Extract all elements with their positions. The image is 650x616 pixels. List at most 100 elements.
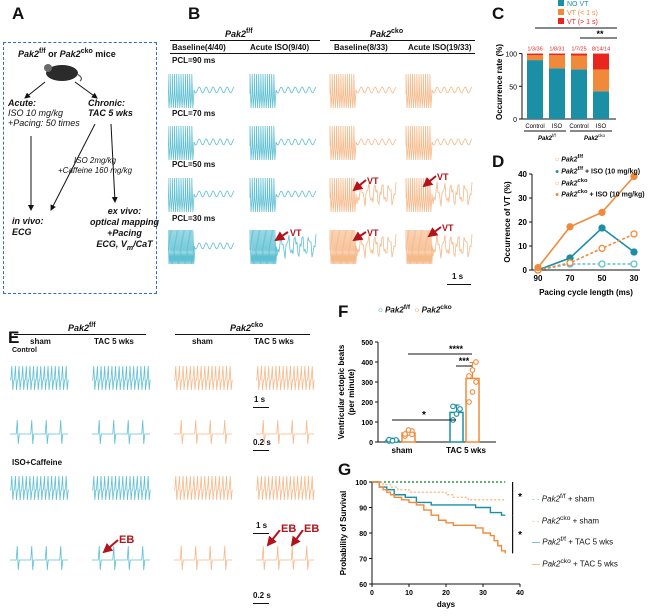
data-point (566, 223, 574, 231)
ecg-trace (256, 545, 314, 571)
data-point (469, 389, 476, 395)
ecg-trace (92, 365, 151, 391)
b-col2: Acute ISO(9/40) (250, 43, 310, 52)
e-scale3-label: 1 s (256, 521, 268, 530)
group-label: Pak2 (584, 136, 599, 142)
panel-e-traces (10, 365, 315, 571)
g-legend: - - Pak2f/f + sham - - Pak2cko + sham — … (532, 493, 618, 569)
trace-line (249, 125, 317, 161)
exvivo-block: ex vivo: optical mapping +Pacing ECG, Vm… (90, 206, 160, 252)
trace-line (329, 177, 397, 213)
x-tick-label: 0 (370, 590, 374, 597)
trace-line (168, 125, 235, 161)
data-point (466, 373, 472, 379)
x-tick-label: 90 (534, 274, 543, 283)
e-col1: sham (30, 337, 51, 346)
y-tick-label: 100 (505, 52, 517, 59)
b-scale-label: 1 s (452, 272, 464, 281)
trace-line (405, 73, 473, 109)
panel-f-label: F (338, 302, 349, 321)
bar-fraction-label: 1/3/36 (527, 47, 542, 53)
b-scale-bar (447, 284, 471, 285)
data-point (598, 208, 606, 217)
x-tick-label: ISO (552, 124, 563, 130)
ecg-trace (174, 419, 232, 445)
b-group2-line (330, 40, 475, 41)
ecg-trace (10, 545, 68, 571)
trace-line (329, 73, 397, 109)
trace-line (249, 73, 317, 109)
d-legend: ○ Pak2f/f ● Pak2f/f + ISO (10 mg/kg) ○ P… (555, 154, 645, 199)
y-tick-label: 0 (513, 117, 517, 124)
b-vt-3: VT (290, 228, 302, 238)
data-point (473, 359, 479, 365)
y-tick-label: 100 (355, 480, 367, 487)
e-scale2-bar (253, 450, 269, 451)
ecg-trace (174, 365, 233, 391)
x-tick-label: ISO (596, 124, 607, 130)
panel-a-label: A (12, 4, 25, 23)
data-point (598, 224, 606, 232)
data-point (566, 259, 574, 267)
data-point (409, 431, 415, 438)
data-point (450, 403, 456, 410)
sig-label: * (518, 492, 522, 503)
group-label-sup: f/f (552, 133, 557, 138)
e-eb-3: EB (304, 523, 320, 535)
y-axis-label: Ventricular ectopic beats (337, 344, 346, 439)
x-tick-label: sham (392, 446, 413, 455)
data-point (405, 427, 412, 433)
data-point (630, 230, 638, 238)
b-col4: Acute ISO(19/33) (408, 43, 472, 52)
e-group1-label: Pak2f/f (68, 322, 96, 333)
b-col-line (170, 53, 475, 54)
bar-segment (593, 53, 609, 70)
b-pcl-50: PCL=50 ms (172, 160, 216, 169)
e-col4: TAC 5 wks (254, 337, 294, 346)
data-point (534, 263, 542, 272)
b-group1-label: Pak2f/f (225, 28, 253, 39)
bar-segment (527, 55, 543, 61)
b-group2-label: Pak2cko (370, 28, 404, 39)
b-vt-2: VT (437, 172, 449, 182)
data-point (469, 367, 476, 373)
y-tick-label: 0 (523, 266, 528, 275)
bar-fraction-label: 1/7/25 (571, 47, 586, 53)
y-tick-label: 0 (369, 440, 373, 447)
f-legend: ○ Pak2f/f ○ Pak2cko (378, 304, 452, 315)
panel-f-chart: 0 100 200 300 400 500 Ventricular ectopic beat… (337, 340, 496, 455)
y-tick-label: 500 (361, 340, 373, 347)
panel-d-chart: 0 10 20 30 40 90 70 50 30 Occurrence of VT (%) Pac… (503, 170, 640, 297)
ecg-trace (256, 365, 315, 391)
y-tick-label: 10 (518, 242, 527, 251)
x-tick-label: 70 (566, 274, 575, 283)
x-tick-label: 10 (405, 590, 413, 597)
x-tick-label: 30 (630, 274, 639, 283)
bar-segment (549, 55, 565, 69)
trace-line (168, 229, 235, 265)
panel-a-box (3, 42, 157, 294)
data-point (473, 379, 479, 385)
y-axis-label: Occurrence rate (%) (495, 44, 504, 120)
y-tick-label: 100 (361, 420, 373, 427)
trace-line (329, 125, 397, 161)
e-group2-line (175, 334, 310, 335)
panel-c-label: C (492, 4, 505, 23)
ecg-trace (10, 365, 69, 391)
data-point (630, 248, 638, 256)
data-point (389, 437, 396, 444)
y-tick-label: 300 (361, 380, 373, 387)
b-pcl-90: PCL=90 ms (172, 56, 216, 65)
y-tick-label: 400 (361, 360, 373, 367)
y-axis-label: Occurrence of VT (%) (503, 181, 512, 263)
y-axis-label: Probability of Survival (339, 491, 348, 575)
sig-label: ** (596, 29, 604, 39)
e-scale3-bar (253, 533, 269, 534)
series-line (537, 226, 635, 271)
e-scale1-label: 1 s (254, 395, 266, 404)
b-pcl-30: PCL=30 ms (172, 214, 216, 223)
legend-swatch (558, 0, 564, 6)
ecg-trace (10, 419, 68, 445)
sig-label: * (518, 530, 522, 541)
ecg-trace (174, 545, 232, 571)
